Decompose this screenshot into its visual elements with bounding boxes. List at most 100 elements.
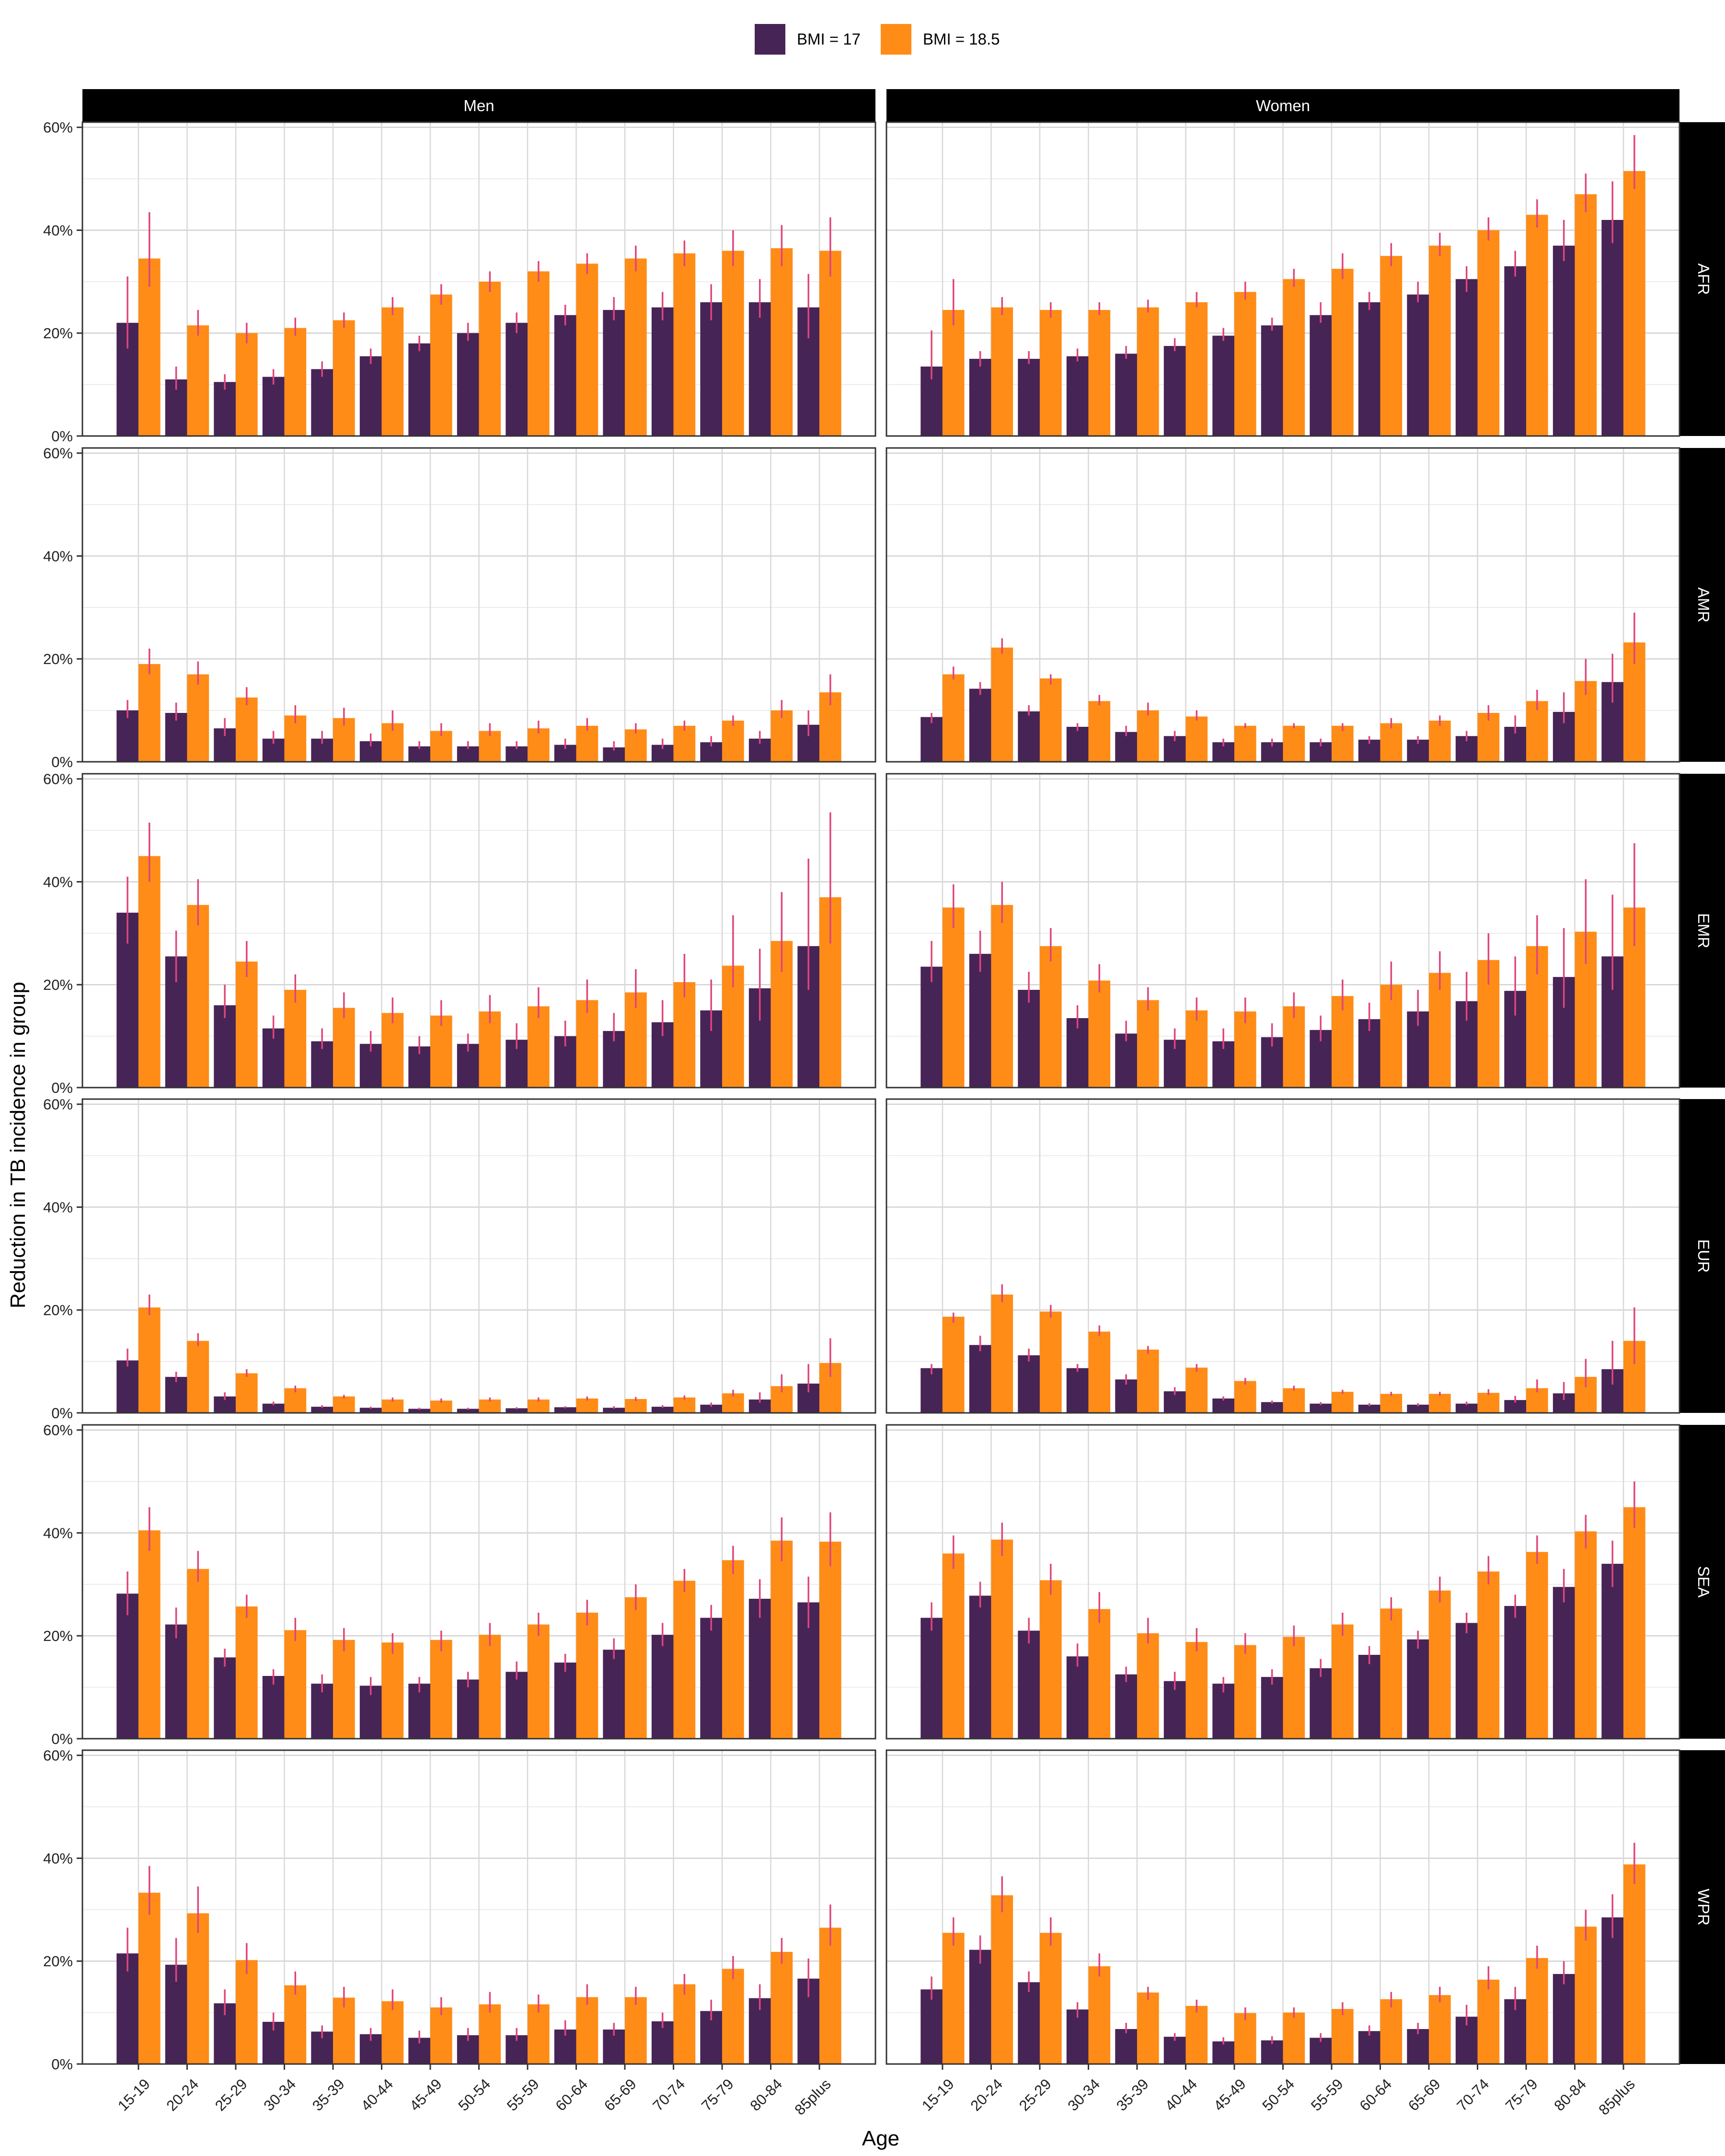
bar-bmi185-65-69	[625, 1597, 647, 1739]
y-axis-title: Reduction in TB incidence in group	[6, 982, 30, 1308]
bar-bmi17-45-49	[408, 1409, 430, 1413]
y-tick-label: 0%	[51, 428, 73, 445]
x-tick-label: 35-39	[1113, 2076, 1152, 2114]
bar-bmi185-45-49	[430, 2007, 452, 2064]
bar-bmi185-25-29	[235, 1960, 258, 2064]
strip-emr	[1679, 774, 1725, 1088]
bar-bmi185-75-79	[722, 1969, 744, 2064]
bar-bmi185-65-69	[625, 729, 647, 762]
x-tick-label: 85plus	[791, 2076, 834, 2118]
panel-emr-women	[886, 773, 1680, 1089]
x-tick-label: 80-84	[1551, 2076, 1590, 2114]
y-tick-label: 40%	[43, 222, 73, 239]
bar-bmi185-60-64	[1380, 1999, 1403, 2064]
bar-bmi185-20-24	[991, 307, 1013, 436]
bar-bmi17-60-64	[1358, 302, 1380, 436]
bar-bmi185-40-44	[1185, 302, 1208, 436]
bar-bmi17-80-84	[1552, 1587, 1575, 1739]
y-tick-label: 60%	[43, 1096, 73, 1113]
bar-bmi17-50-54	[457, 1679, 479, 1739]
bar-bmi17-75-79	[700, 1617, 723, 1739]
strip-sea	[1679, 1425, 1725, 1739]
bar-bmi185-70-74	[673, 1984, 696, 2064]
panel-sea-men: 0% 20% 40% 60%	[43, 1422, 876, 1747]
bar-bmi185-45-49	[1234, 1011, 1256, 1088]
bar-bmi185-70-74	[1477, 230, 1500, 436]
bar-bmi185-30-34	[284, 1630, 307, 1739]
bar-bmi185-30-34	[284, 1985, 307, 2064]
bar-bmi185-60-64	[576, 725, 598, 762]
bar-bmi17-25-29	[1018, 358, 1040, 436]
y-tick-label: 40%	[43, 548, 73, 564]
bar-bmi185-50-54	[479, 1399, 501, 1413]
bar-bmi185-65-69	[1429, 1590, 1451, 1739]
bar-bmi185-70-74	[673, 1397, 696, 1413]
bar-bmi17-70-74	[1455, 1623, 1478, 1739]
bar-bmi17-40-44	[1163, 346, 1186, 436]
y-tick-label: 40%	[43, 1199, 73, 1216]
bar-bmi17-15-19	[116, 1360, 138, 1413]
y-tick-label: 60%	[43, 1422, 73, 1439]
bar-bmi185-45-49	[1234, 1645, 1256, 1739]
bar-bmi17-30-34	[1066, 2009, 1089, 2064]
bar-bmi17-25-29	[1018, 711, 1040, 762]
bar-bmi185-65-69	[1429, 721, 1451, 762]
bar-bmi17-50-54	[1261, 325, 1283, 436]
bar-bmi185-50-54	[479, 2004, 501, 2064]
bar-bmi17-60-64	[554, 1407, 576, 1413]
panel-amr-men: 0% 20% 40% 60%	[43, 445, 876, 770]
bar-bmi185-30-34	[1088, 1331, 1111, 1413]
bar-bmi185-20-24	[187, 1341, 209, 1413]
y-tick-label: 60%	[43, 119, 73, 136]
bar-bmi185-20-24	[187, 674, 209, 762]
strip-label-emr: EMR	[1695, 913, 1713, 948]
bar-bmi185-35-39	[333, 1997, 355, 2064]
bar-bmi17-85plus	[1601, 1917, 1624, 2064]
bar-bmi185-45-49	[430, 1015, 452, 1088]
bar-bmi17-20-24	[165, 1376, 187, 1413]
bar-bmi17-25-29	[1018, 989, 1040, 1088]
bar-bmi185-45-49	[1234, 1381, 1256, 1413]
bar-bmi185-45-49	[1234, 2013, 1256, 2064]
panel-emr-men: 0% 20% 40% 60%	[43, 771, 876, 1096]
y-tick-label: 60%	[43, 445, 73, 462]
bar-bmi185-15-19	[942, 674, 965, 762]
bar-bmi185-55-59	[1332, 996, 1354, 1088]
bar-bmi185-65-69	[1429, 973, 1451, 1088]
bar-bmi17-20-24	[165, 1624, 187, 1739]
bar-bmi185-40-44	[1185, 716, 1208, 762]
legend-label-bmi17: BMI = 17	[797, 30, 861, 48]
bar-bmi185-65-69	[625, 1399, 647, 1413]
bar-bmi17-30-34	[262, 377, 285, 436]
y-tick-label: 60%	[43, 771, 73, 788]
bar-bmi185-30-34	[1088, 310, 1111, 436]
bar-bmi17-75-79	[1504, 1606, 1527, 1739]
bar-bmi17-35-39	[311, 369, 333, 436]
bar-bmi17-65-69	[603, 310, 625, 436]
bar-bmi17-75-79	[1504, 1999, 1527, 2064]
x-tick-label: 55-59	[1308, 2076, 1346, 2114]
bar-bmi185-60-64	[1380, 1394, 1403, 1413]
bar-bmi185-15-19	[138, 1892, 161, 2064]
bar-bmi185-70-74	[673, 725, 696, 762]
y-tick-label: 0%	[51, 1405, 73, 1422]
bar-bmi185-40-44	[1185, 1367, 1208, 1413]
x-tick-label: 60-64	[1356, 2076, 1395, 2114]
x-tick-label: 65-69	[601, 2076, 640, 2114]
strip-men	[82, 89, 875, 122]
bar-bmi185-80-84	[1575, 194, 1597, 436]
panel-border	[81, 447, 876, 763]
bar-bmi185-75-79	[722, 251, 744, 436]
y-tick-label: 20%	[43, 325, 73, 342]
bar-bmi17-75-79	[1504, 266, 1527, 436]
bar-bmi185-55-59	[1332, 269, 1354, 436]
bar-bmi185-70-74	[673, 253, 696, 436]
x-tick-label: 70-74	[649, 2076, 688, 2114]
y-tick-label: 60%	[43, 1747, 73, 1764]
bar-bmi185-15-19	[942, 907, 965, 1088]
panel-border	[81, 121, 876, 437]
bar-bmi17-60-64	[554, 1663, 576, 1739]
bar-bmi17-50-54	[457, 1409, 479, 1413]
x-tick-label: 30-34	[260, 2076, 299, 2114]
bar-bmi185-20-24	[991, 647, 1013, 762]
